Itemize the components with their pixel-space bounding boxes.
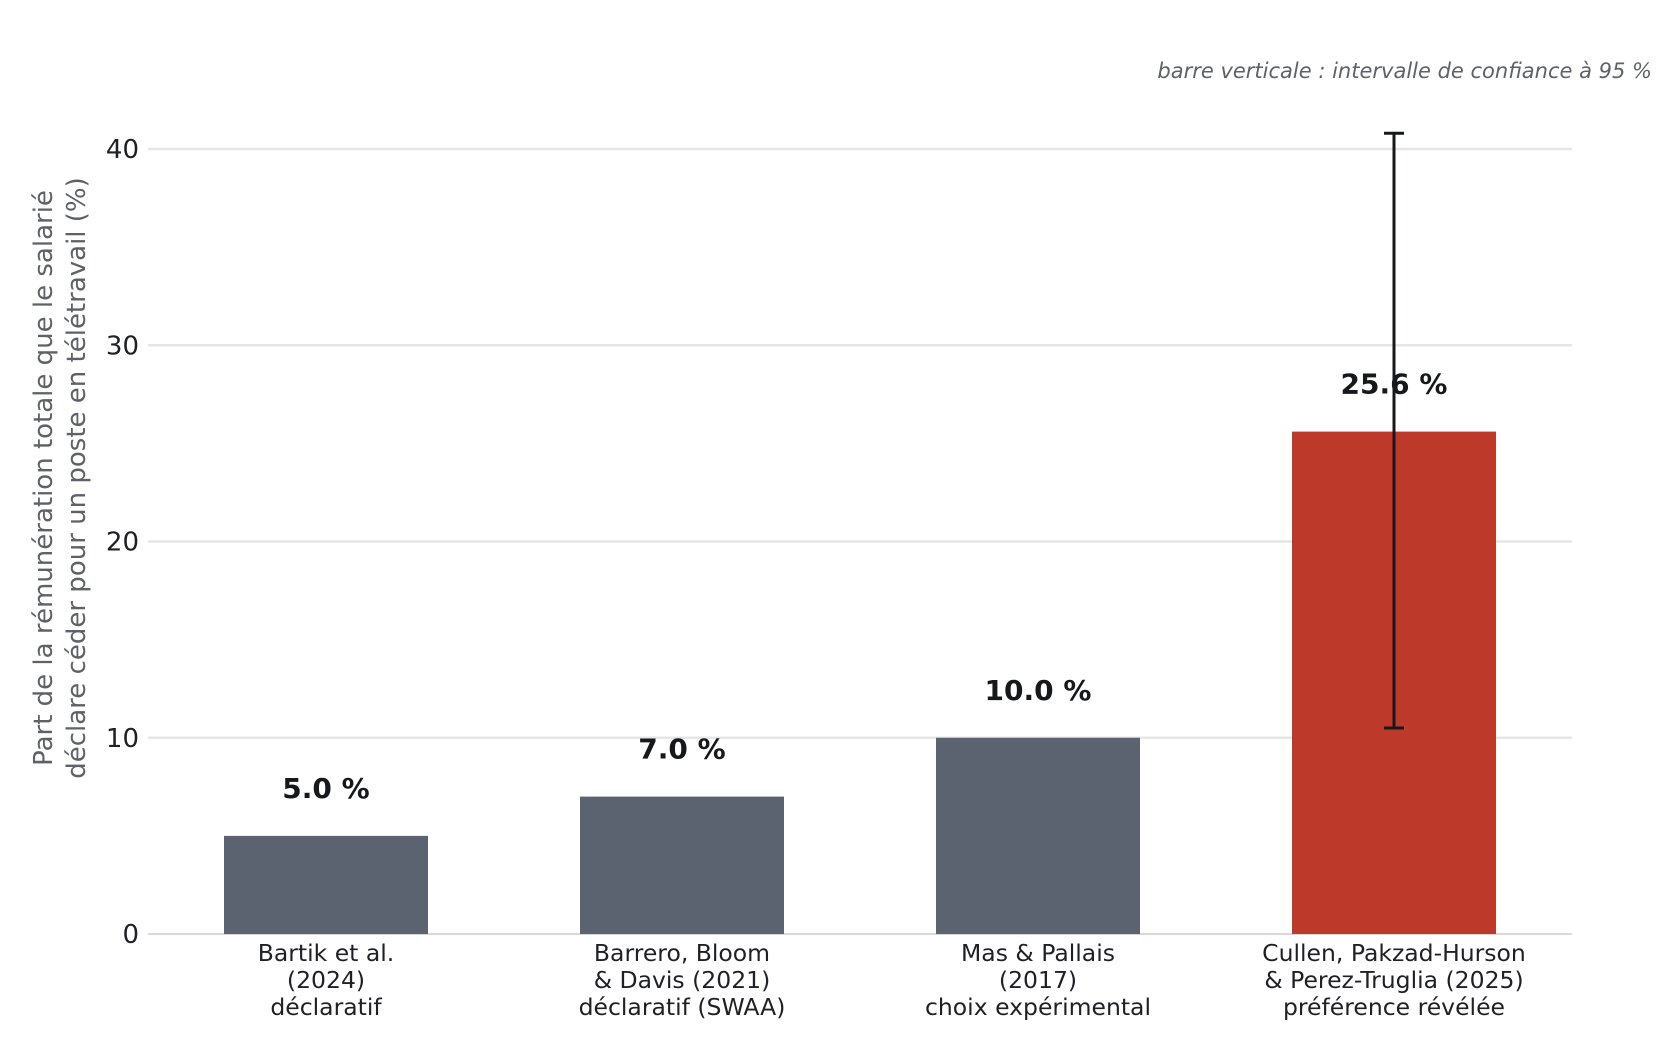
bar-value-label: 7.0 % xyxy=(638,733,725,766)
y-tick-label: 0 xyxy=(122,920,139,950)
y-tick-label: 20 xyxy=(106,528,139,558)
category-label-line: Mas & Pallais xyxy=(961,939,1115,967)
category-label-line: choix expérimental xyxy=(925,993,1151,1021)
bar-value-label: 5.0 % xyxy=(282,772,369,805)
value-labels: 5.0 % 7.0 % 10.0 % 25.6 % xyxy=(282,368,1447,805)
category-label-line: Barrero, Bloom xyxy=(594,939,770,967)
category-label-line: Bartik et al. xyxy=(258,939,395,967)
confidence-interval-note: barre verticale : intervalle de confianc… xyxy=(1157,59,1652,83)
category-label: Mas & Pallais (2017) choix expérimental xyxy=(925,939,1151,1021)
y-axis-ticks: 0 10 20 30 40 xyxy=(106,135,139,950)
y-axis-label-line: Part de la rémunération totale que le sa… xyxy=(29,190,59,766)
category-label-line: préférence révélée xyxy=(1283,993,1505,1021)
category-label-line: déclaratif (SWAA) xyxy=(579,993,786,1021)
bar xyxy=(580,796,784,934)
category-label: Cullen, Pakzad-Hurson & Perez-Truglia (20… xyxy=(1262,939,1526,1021)
bar-value-label: 10.0 % xyxy=(985,674,1092,707)
category-label-line: (2017) xyxy=(999,966,1077,994)
error-bars xyxy=(1384,131,1404,730)
category-label-line: (2024) xyxy=(287,966,365,994)
category-label-line: déclaratif xyxy=(270,993,382,1021)
bars xyxy=(224,431,1496,934)
category-label-line: & Perez-Truglia (2025) xyxy=(1264,966,1523,994)
category-label: Bartik et al. (2024) déclaratif xyxy=(258,939,395,1021)
y-tick-label: 10 xyxy=(106,724,139,754)
category-label-line: Cullen, Pakzad-Hurson xyxy=(1262,939,1526,967)
y-axis-label: Part de la rémunération totale que le sa… xyxy=(29,177,92,779)
bar-value-label: 25.6 % xyxy=(1341,368,1448,401)
y-tick-label: 30 xyxy=(106,331,139,361)
category-label-line: & Davis (2021) xyxy=(594,966,771,994)
bar xyxy=(224,835,428,934)
bar xyxy=(936,737,1140,934)
y-tick-label: 40 xyxy=(106,135,139,165)
x-axis-categories: Bartik et al. (2024) déclaratif Barrero, Bl… xyxy=(258,939,1526,1021)
y-axis-label-line: déclare céder pour un poste en télétrava… xyxy=(62,177,92,779)
category-label: Barrero, Bloom & Davis (2021) déclaratif (… xyxy=(579,939,786,1021)
